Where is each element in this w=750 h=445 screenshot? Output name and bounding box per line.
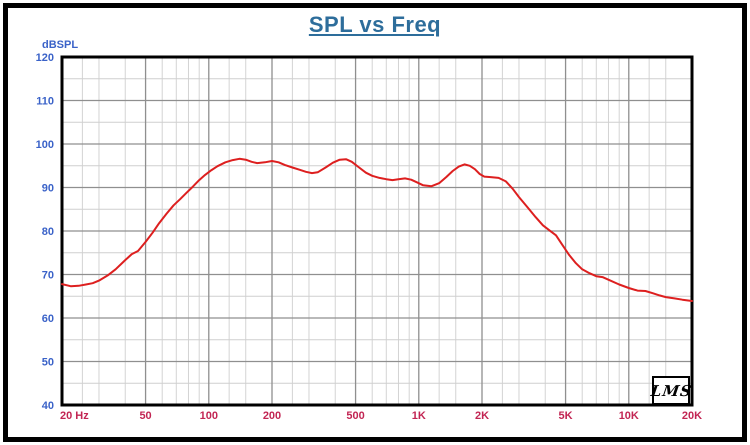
x-tick-label: 2K bbox=[475, 410, 489, 422]
x-tick-label: 20K bbox=[682, 410, 702, 422]
y-tick-label: 80 bbox=[42, 226, 54, 238]
y-axis-unit-label: dBSPL bbox=[42, 39, 79, 51]
y-tick-label: 60 bbox=[42, 313, 54, 325]
chart-title-row: SPL vs Freq bbox=[0, 12, 750, 38]
y-tick-label: 50 bbox=[42, 357, 54, 369]
y-tick-label: 90 bbox=[42, 183, 54, 195]
major-gridlines bbox=[62, 57, 692, 405]
chart-title: SPL vs Freq bbox=[308, 12, 442, 37]
plot-frame bbox=[60, 55, 694, 407]
x-tick-label: 100 bbox=[200, 410, 218, 422]
y-axis-tick-labels: 120 110 100 90 80 70 60 50 40 bbox=[36, 52, 54, 412]
spl-curve-path bbox=[61, 157, 693, 302]
y-tick-label: 70 bbox=[42, 270, 54, 282]
x-tick-label: 20 Hz bbox=[60, 410, 89, 422]
plot-border bbox=[60, 55, 694, 407]
y-tick-label: 100 bbox=[36, 139, 54, 151]
x-tick-label: 5K bbox=[559, 410, 573, 422]
x-tick-label: 1K bbox=[412, 410, 426, 422]
x-tick-label: 200 bbox=[263, 410, 281, 422]
y-tick-label: 120 bbox=[36, 52, 54, 64]
spl-response-curve bbox=[61, 157, 693, 302]
lms-logo-badge: LMS bbox=[649, 376, 693, 405]
x-tick-label: 50 bbox=[139, 410, 151, 422]
x-tick-label: 500 bbox=[346, 410, 364, 422]
y-tick-label: 40 bbox=[42, 400, 54, 412]
lms-logo-text: LMS bbox=[649, 381, 693, 400]
x-tick-label: 10K bbox=[619, 410, 639, 422]
x-axis-tick-labels: 20 Hz 50 100 200 500 1K 2K 5K 10K 20K bbox=[60, 410, 702, 422]
y-tick-label: 110 bbox=[36, 96, 54, 108]
